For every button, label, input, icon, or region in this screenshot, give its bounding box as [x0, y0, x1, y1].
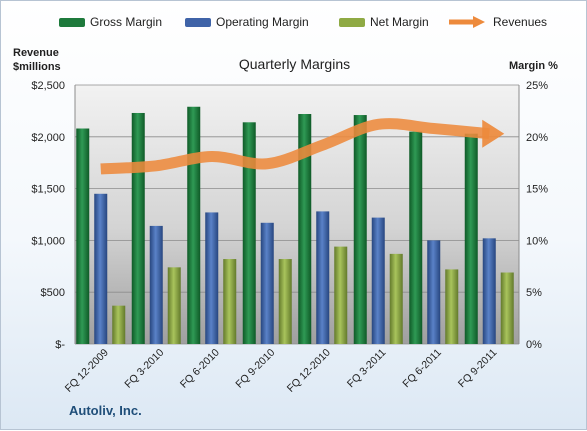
- operating-margin-bar: [94, 193, 108, 344]
- legend-item-operating-margin: Operating Margin: [185, 11, 309, 33]
- gross-margin-bar: [298, 114, 312, 345]
- right-tick-label: 15%: [526, 184, 548, 196]
- legend-swatch: [339, 17, 365, 27]
- operating-margin-bar: [205, 212, 219, 344]
- left-tick-label: $-: [55, 339, 65, 351]
- legend-item-gross-margin: Gross Margin: [59, 11, 162, 33]
- operating-margin-bar: [482, 238, 496, 344]
- legend-label: Revenues: [493, 15, 548, 29]
- gross-margin-bar: [76, 128, 90, 344]
- net-margin-bar: [445, 269, 459, 344]
- legend-swatch: [59, 17, 85, 27]
- right-tick-label: 5%: [526, 287, 542, 299]
- gross-margin-bar: [464, 133, 478, 344]
- chart-title: Quarterly Margins: [238, 56, 351, 72]
- gross-margin-bar: [242, 122, 256, 345]
- gross-margin-bar: [131, 112, 145, 344]
- legend-label: Net Margin: [370, 15, 429, 29]
- net-margin-bar: [334, 246, 348, 344]
- legend: Gross Margin Operating Margin Net Margin…: [1, 11, 587, 33]
- category-label: FQ 3-2010: [122, 347, 166, 391]
- legend-item-revenues: Revenues: [447, 11, 547, 33]
- category-label: FQ 6-2011: [400, 347, 444, 391]
- legend-item-net-margin: Net Margin: [339, 11, 429, 33]
- left-axis-title-line: Revenue: [13, 47, 59, 59]
- right-axis-title: Margin %: [509, 60, 558, 72]
- right-tick-label: 25%: [526, 80, 548, 92]
- net-margin-bar: [389, 253, 403, 344]
- net-margin-bar: [223, 259, 237, 344]
- left-tick-label: $500: [41, 287, 65, 299]
- net-margin-bar: [278, 259, 292, 344]
- arrow-icon: [449, 16, 485, 28]
- right-tick-label: 0%: [526, 339, 542, 351]
- operating-margin-bar: [149, 225, 163, 344]
- net-margin-bar: [112, 305, 126, 344]
- left-tick-label: $2,500: [31, 80, 65, 92]
- revenue-arrowhead: [482, 119, 505, 148]
- category-label: FQ 9-2011: [456, 347, 500, 391]
- gross-margin-bar: [187, 106, 201, 344]
- legend-label: Operating Margin: [216, 15, 309, 29]
- gross-margin-bar: [353, 115, 367, 344]
- category-label: FQ 9-2010: [233, 347, 277, 391]
- category-label: FQ 6-2010: [178, 347, 222, 391]
- legend-swatch: [185, 17, 211, 27]
- left-tick-label: $1,000: [31, 235, 65, 247]
- left-axis-title: Revenue $millions: [13, 46, 61, 74]
- grid-lines: [74, 84, 520, 345]
- operating-margin-bar: [260, 222, 274, 344]
- revenue-line: [100, 118, 505, 175]
- operating-margin-bar: [371, 217, 385, 344]
- legend-label: Gross Margin: [90, 15, 163, 29]
- operating-margin-bar: [316, 211, 330, 344]
- category-label: FQ 12-2009: [63, 347, 111, 395]
- left-tick-label: $1,500: [31, 184, 65, 196]
- right-tick-label: 20%: [526, 132, 548, 144]
- category-label: FQ 3-2011: [345, 347, 389, 391]
- category-label: FQ 12-2010: [285, 347, 333, 395]
- left-tick-label: $2,000: [31, 132, 65, 144]
- company-name: Autoliv, Inc.: [69, 403, 142, 418]
- right-tick-label: 10%: [526, 235, 548, 247]
- net-margin-bar: [500, 272, 514, 344]
- revenue-line-path: [100, 118, 490, 175]
- operating-margin-bar: [427, 240, 441, 344]
- net-margin-bar: [167, 267, 181, 344]
- left-axis-title-line: $millions: [13, 61, 61, 73]
- gross-margin-bar: [409, 131, 423, 344]
